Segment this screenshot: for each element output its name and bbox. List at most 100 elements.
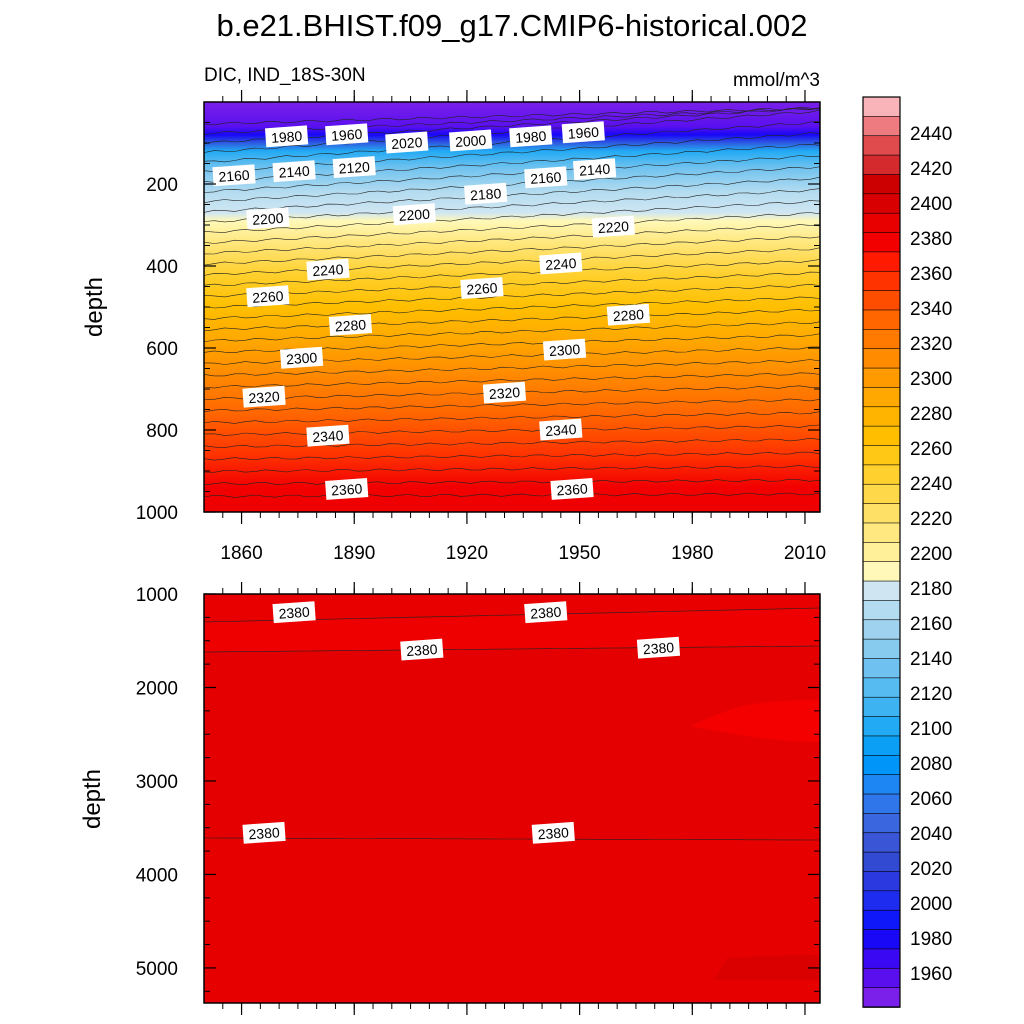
contour-label: 2380 <box>531 821 575 844</box>
colorbar-label: 2380 <box>910 229 952 250</box>
lower-ylabel: depth <box>79 769 106 829</box>
contour-label: 1960 <box>325 123 369 146</box>
lower-band-top <box>204 594 820 622</box>
colorbar-swatch <box>862 948 901 970</box>
lower-band-deep <box>204 838 820 1003</box>
contour-label: 2120 <box>332 156 376 179</box>
contour-label: 2380 <box>242 821 286 844</box>
colorbar-swatch <box>862 212 901 234</box>
svg-text:2000: 2000 <box>455 132 487 150</box>
svg-text:2380: 2380 <box>642 639 674 657</box>
svg-text:2260: 2260 <box>252 288 284 306</box>
svg-text:2280: 2280 <box>334 316 366 334</box>
colorbar-label: 1960 <box>910 964 952 985</box>
svg-text:2240: 2240 <box>545 255 577 273</box>
svg-text:2140: 2140 <box>278 163 310 181</box>
colorbar-label: 2240 <box>910 474 952 495</box>
colorbar-swatch <box>862 329 901 350</box>
colorbar: 2440 2420 2400 2380 2360 2340 2320 2300 2280 2260… <box>862 96 952 1008</box>
colorbar-label: 2420 <box>910 159 952 180</box>
y-tick-label: 1000 <box>136 585 178 606</box>
colorbar-swatch <box>862 716 901 737</box>
colorbar-label: 2320 <box>910 334 952 355</box>
colorbar-swatch <box>862 638 901 660</box>
chart-subtitle: DIC, IND_18S-30N <box>204 65 366 86</box>
colorbar-label: 2300 <box>910 369 952 390</box>
contour-label: 2280 <box>328 314 373 336</box>
contour-line <box>203 176 821 213</box>
contour-label: 1960 <box>561 121 605 144</box>
colorbar-label: 2100 <box>910 719 952 740</box>
contour-line <box>204 837 820 841</box>
contour-line <box>203 283 821 309</box>
y-tick-label: 800 <box>146 421 178 442</box>
colorbar-swatch <box>862 851 901 873</box>
contour-line <box>203 465 821 473</box>
colorbar-label: 2340 <box>910 299 952 320</box>
colorbar-swatch <box>862 658 901 679</box>
contour-label: 2240 <box>306 258 350 281</box>
colorbar-label: 2400 <box>910 194 952 215</box>
colorbar-swatch <box>862 367 901 389</box>
y-tick-label: 5000 <box>136 959 178 980</box>
x-tick-label: 1950 <box>558 543 600 564</box>
units-label: mmol/m^3 <box>733 70 820 91</box>
contour-label: 2260 <box>460 277 504 299</box>
contour-line <box>203 166 821 204</box>
colorbar-swatch <box>862 445 901 466</box>
colorbar-swatch <box>862 929 901 950</box>
svg-text:2220: 2220 <box>597 218 629 236</box>
svg-text:2200: 2200 <box>252 210 284 228</box>
contour-label: 2360 <box>325 478 369 500</box>
colorbar-swatch <box>862 348 901 369</box>
y-tick-label: 4000 <box>136 865 178 886</box>
svg-text:2200: 2200 <box>398 206 430 224</box>
x-tick-label: 2010 <box>784 543 826 564</box>
contour-label: 2140 <box>572 158 617 181</box>
contour-line <box>203 271 821 298</box>
svg-text:2300: 2300 <box>548 341 580 359</box>
contour-line <box>203 437 821 449</box>
contour-line <box>203 212 821 244</box>
colorbar-swatch <box>862 832 901 853</box>
lower-band-mid <box>204 646 820 840</box>
svg-text:1980: 1980 <box>271 128 303 146</box>
colorbar-swatch <box>862 270 901 292</box>
colorbar-label: 2440 <box>910 124 952 145</box>
svg-text:2240: 2240 <box>312 261 344 279</box>
contour-line <box>203 372 821 389</box>
contour-label: 2340 <box>539 418 583 441</box>
upper-axes: 200 400 600 800 1000 1860 1890 1920 1950 1980 2010 <box>136 90 826 564</box>
svg-text:2300: 2300 <box>286 349 318 367</box>
colorbar-swatch <box>862 464 901 486</box>
colorbar-label: 2220 <box>910 509 952 530</box>
svg-text:2020: 2020 <box>391 134 423 152</box>
upper-ylabel: depth <box>81 277 108 337</box>
svg-text:1980: 1980 <box>515 128 547 146</box>
svg-text:2380: 2380 <box>406 641 438 659</box>
colorbar-label: 2060 <box>910 789 952 810</box>
contour-label: 2160 <box>212 164 256 187</box>
svg-text:2180: 2180 <box>470 185 502 203</box>
y-tick-label: 200 <box>146 175 178 196</box>
colorbar-swatch <box>862 290 901 311</box>
contour-line <box>203 424 821 436</box>
colorbar-swatch <box>862 425 901 447</box>
svg-text:2160: 2160 <box>530 169 562 187</box>
contour-line <box>203 247 821 276</box>
contour-label: 2140 <box>272 160 316 183</box>
lower-panel: 2380 2380 2380 2380 2380 2380 1000 2000 3000 400… <box>79 582 821 1015</box>
colorbar-swatch <box>862 754 901 776</box>
contour-label: 2020 <box>385 131 429 154</box>
contour-line <box>203 200 821 233</box>
colorbar-label: 2280 <box>910 404 952 425</box>
colorbar-swatch <box>862 561 901 582</box>
contour-label: 2300 <box>280 346 324 369</box>
colorbar-swatch <box>862 96 901 118</box>
colorbar-swatch <box>862 232 901 253</box>
colorbar-label: 2200 <box>910 544 952 565</box>
colorbar-label: 1980 <box>910 929 952 950</box>
contour-line <box>203 259 821 286</box>
contour-line <box>203 321 821 343</box>
x-tick-label: 1920 <box>446 543 488 564</box>
